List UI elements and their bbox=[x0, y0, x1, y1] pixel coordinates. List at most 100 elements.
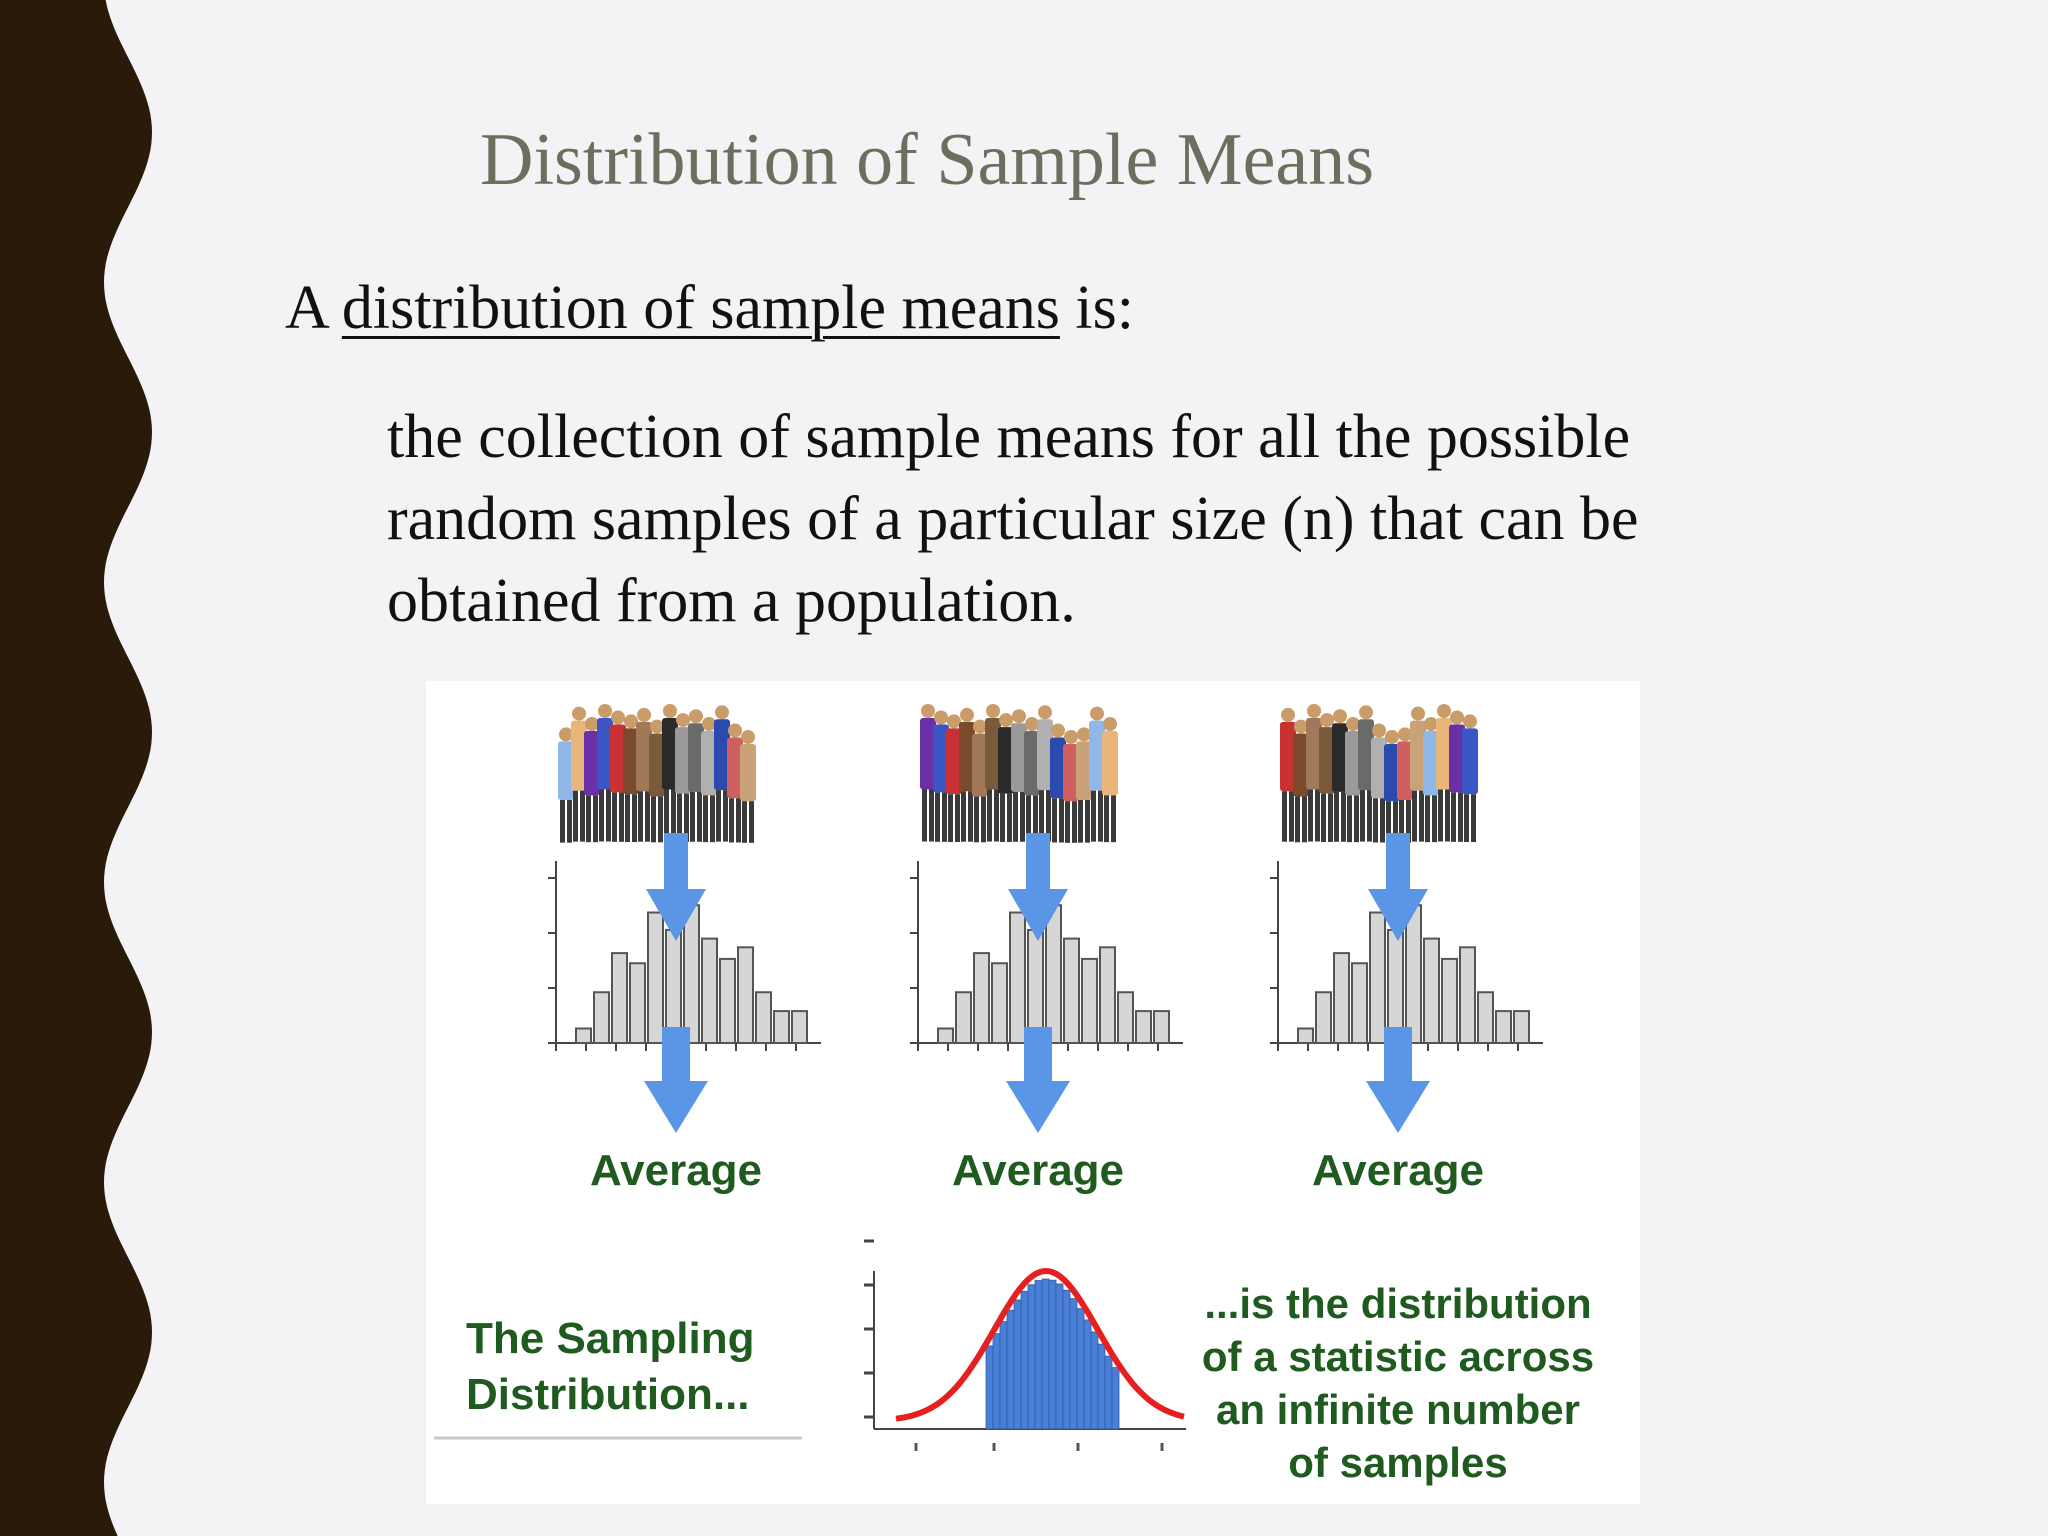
person-leg bbox=[1059, 798, 1064, 843]
person-body bbox=[933, 724, 949, 793]
person-head bbox=[598, 704, 612, 718]
person-leg bbox=[690, 791, 695, 842]
person-leg bbox=[1367, 790, 1372, 842]
person-leg bbox=[1334, 791, 1339, 842]
person-leg bbox=[1315, 789, 1320, 842]
person-body bbox=[1371, 737, 1387, 799]
person-leg bbox=[1354, 795, 1359, 843]
person-leg bbox=[1386, 801, 1391, 843]
person-head bbox=[637, 707, 651, 722]
person-body bbox=[1089, 720, 1105, 791]
person-leg bbox=[987, 789, 992, 842]
person-leg bbox=[1007, 793, 1012, 842]
person-body bbox=[946, 728, 962, 795]
normal-bar bbox=[992, 1333, 1001, 1430]
normal-bar bbox=[1013, 1299, 1022, 1430]
average-label-1: Average bbox=[590, 1146, 763, 1195]
person-leg bbox=[1013, 791, 1018, 842]
person-leg bbox=[1328, 793, 1333, 842]
person-leg bbox=[1111, 795, 1116, 843]
person-leg bbox=[1052, 798, 1057, 843]
histogram-bar bbox=[665, 928, 682, 1044]
person-leg bbox=[1098, 790, 1103, 842]
histogram-bar bbox=[1081, 957, 1098, 1044]
person-leg bbox=[935, 792, 940, 842]
person-leg bbox=[1412, 790, 1417, 842]
person-head bbox=[1359, 705, 1373, 720]
person-head bbox=[1307, 704, 1321, 718]
person-leg bbox=[710, 795, 715, 843]
person-leg bbox=[567, 800, 572, 843]
person-head bbox=[572, 706, 586, 721]
normal-curve bbox=[895, 1268, 1185, 1422]
histogram-bar bbox=[1045, 904, 1062, 1044]
histogram-bar bbox=[1333, 952, 1350, 1045]
person-leg bbox=[593, 795, 598, 843]
histogram-bar bbox=[1459, 946, 1476, 1044]
person-leg bbox=[1104, 795, 1109, 843]
person-leg bbox=[645, 791, 650, 842]
person-body bbox=[1462, 728, 1478, 795]
person-head bbox=[1437, 704, 1451, 718]
sampling-distribution-label: The Sampling Distribution... bbox=[466, 1314, 755, 1419]
histogram-bar bbox=[937, 1027, 954, 1044]
person-leg bbox=[1039, 790, 1044, 842]
person-body bbox=[636, 721, 652, 792]
person-leg bbox=[1308, 789, 1313, 842]
person-leg bbox=[625, 794, 630, 843]
person-head bbox=[715, 705, 729, 720]
person-leg bbox=[974, 796, 979, 843]
person-body bbox=[727, 737, 743, 799]
lead-term: distribution of sample means bbox=[341, 274, 1060, 342]
person-head bbox=[741, 730, 755, 744]
histogram-bar bbox=[737, 946, 754, 1044]
person-leg bbox=[955, 794, 960, 843]
person-body bbox=[1037, 719, 1053, 791]
histogram-bar bbox=[955, 991, 972, 1044]
person-leg bbox=[560, 800, 565, 843]
person-head bbox=[1450, 710, 1464, 725]
person-body bbox=[1423, 731, 1439, 796]
histogram-bar bbox=[683, 904, 700, 1044]
histogram-bar bbox=[719, 957, 736, 1044]
person-head bbox=[624, 714, 638, 729]
down-arrow-icon bbox=[1008, 833, 1068, 941]
person-leg bbox=[1373, 798, 1378, 843]
person-leg bbox=[742, 801, 747, 843]
histogram-bar bbox=[1387, 928, 1404, 1044]
down-arrow-icon bbox=[1006, 1027, 1070, 1133]
histogram-bar bbox=[1297, 1027, 1314, 1044]
person-body bbox=[1384, 744, 1400, 802]
normal-bar bbox=[1062, 1289, 1071, 1430]
person-leg bbox=[929, 789, 934, 842]
down-arrow-icon bbox=[1368, 833, 1428, 941]
person-leg bbox=[1065, 801, 1070, 843]
person-head bbox=[1463, 714, 1477, 729]
person-head bbox=[999, 713, 1013, 728]
person-leg bbox=[961, 791, 966, 842]
histogram-bar bbox=[1477, 991, 1494, 1044]
histogram-bar bbox=[701, 937, 718, 1045]
histogram-bar bbox=[1099, 946, 1116, 1044]
normal-bar bbox=[1090, 1331, 1099, 1430]
down-arrow-icon bbox=[646, 833, 706, 941]
normal-bar bbox=[1020, 1290, 1029, 1430]
person-leg bbox=[1451, 792, 1456, 842]
person-leg bbox=[1289, 791, 1294, 842]
person-head bbox=[1320, 713, 1334, 728]
person-leg bbox=[716, 790, 721, 842]
person-head bbox=[585, 717, 599, 731]
person-body bbox=[688, 723, 704, 792]
histogram-bar bbox=[1405, 904, 1422, 1044]
person-leg bbox=[1295, 796, 1300, 843]
person-head bbox=[934, 710, 948, 725]
histogram-bar bbox=[629, 962, 646, 1044]
person-head bbox=[1385, 730, 1399, 744]
histogram-bar bbox=[1153, 1010, 1170, 1045]
person-body bbox=[959, 721, 975, 792]
normal-bar bbox=[1097, 1343, 1106, 1430]
lead-suffix: is: bbox=[1075, 274, 1135, 342]
histogram-bar bbox=[611, 952, 628, 1045]
person-leg bbox=[606, 789, 611, 842]
person-leg bbox=[1020, 791, 1025, 842]
